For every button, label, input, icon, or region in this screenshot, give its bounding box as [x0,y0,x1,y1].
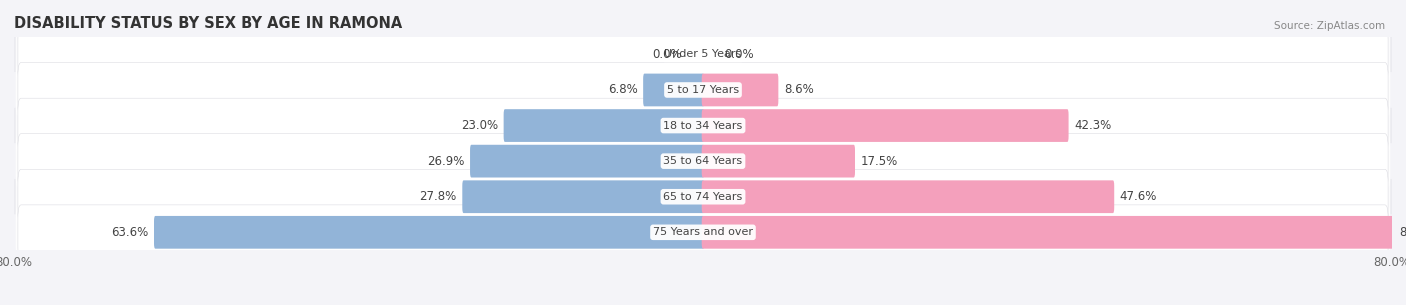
Text: 80.0%: 80.0% [1399,226,1406,239]
FancyBboxPatch shape [18,205,1388,260]
Text: Source: ZipAtlas.com: Source: ZipAtlas.com [1274,21,1385,31]
FancyBboxPatch shape [18,98,1388,153]
FancyBboxPatch shape [18,169,1388,224]
Text: 23.0%: 23.0% [461,119,498,132]
FancyBboxPatch shape [14,37,1392,72]
Text: 65 to 74 Years: 65 to 74 Years [664,192,742,202]
Text: Under 5 Years: Under 5 Years [665,49,741,59]
FancyBboxPatch shape [18,134,1388,188]
FancyBboxPatch shape [15,135,1391,188]
FancyBboxPatch shape [15,64,1391,116]
Text: 26.9%: 26.9% [427,155,464,168]
FancyBboxPatch shape [18,63,1388,117]
FancyBboxPatch shape [470,145,704,178]
Text: 75 Years and over: 75 Years and over [652,227,754,237]
FancyBboxPatch shape [15,99,1391,152]
Text: DISABILITY STATUS BY SEX BY AGE IN RAMONA: DISABILITY STATUS BY SEX BY AGE IN RAMON… [14,16,402,31]
FancyBboxPatch shape [702,74,779,106]
Text: 18 to 34 Years: 18 to 34 Years [664,120,742,131]
Text: 17.5%: 17.5% [860,155,898,168]
FancyBboxPatch shape [503,109,704,142]
FancyBboxPatch shape [14,179,1392,214]
Text: 5 to 17 Years: 5 to 17 Years [666,85,740,95]
FancyBboxPatch shape [702,145,855,178]
Text: 8.6%: 8.6% [785,84,814,96]
FancyBboxPatch shape [15,28,1391,81]
FancyBboxPatch shape [14,143,1392,179]
Text: 47.6%: 47.6% [1119,190,1157,203]
FancyBboxPatch shape [702,109,1069,142]
FancyBboxPatch shape [15,206,1391,259]
Legend: Male, Female: Male, Female [637,302,769,305]
FancyBboxPatch shape [155,216,704,249]
Text: 63.6%: 63.6% [111,226,149,239]
Text: 42.3%: 42.3% [1074,119,1111,132]
FancyBboxPatch shape [18,27,1388,82]
FancyBboxPatch shape [14,72,1392,108]
Text: 6.8%: 6.8% [607,84,637,96]
FancyBboxPatch shape [15,170,1391,223]
Text: 0.0%: 0.0% [724,48,754,61]
FancyBboxPatch shape [702,216,1393,249]
FancyBboxPatch shape [643,74,704,106]
FancyBboxPatch shape [14,214,1392,250]
Text: 0.0%: 0.0% [652,48,682,61]
FancyBboxPatch shape [14,108,1392,143]
FancyBboxPatch shape [463,180,704,213]
FancyBboxPatch shape [702,180,1114,213]
Text: 27.8%: 27.8% [419,190,457,203]
Text: 35 to 64 Years: 35 to 64 Years [664,156,742,166]
